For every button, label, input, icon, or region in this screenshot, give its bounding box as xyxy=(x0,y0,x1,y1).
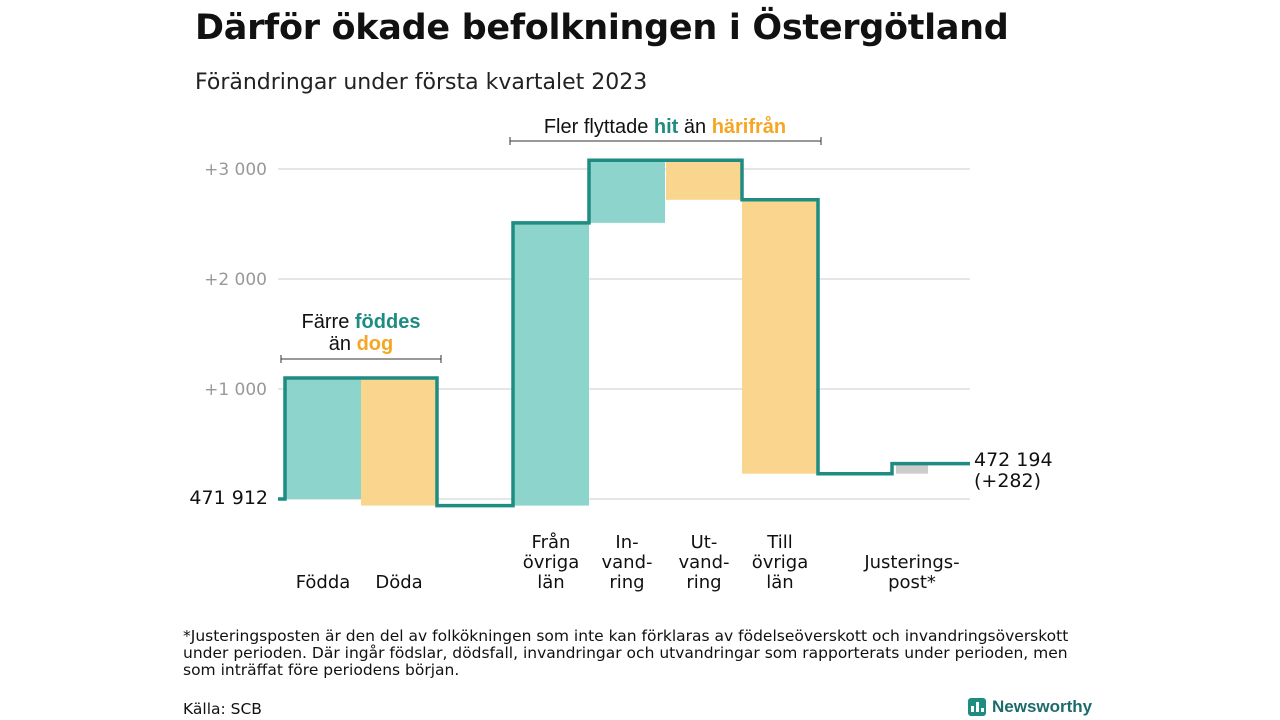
y-tick-label-1: +2 000 xyxy=(204,270,267,290)
bar-1 xyxy=(361,378,437,506)
x-tick-label-4-0: Ut- xyxy=(691,532,718,553)
annotation-births-line2: än dog xyxy=(329,333,393,355)
chart-title: Därför ökade befolkningen i Östergötland xyxy=(195,8,1009,48)
x-tick-label-0-0: Födda xyxy=(296,572,351,593)
y-tick-label-0: +1 000 xyxy=(204,380,267,400)
bar-6 xyxy=(896,463,928,474)
annotation-hit-highlight: hit xyxy=(654,116,679,138)
brand-logo: Newsworthy xyxy=(968,697,1092,717)
bar-5 xyxy=(742,199,818,474)
x-tick-label-1-0: Döda xyxy=(375,572,422,593)
end-value-label-line2: (+282) xyxy=(974,470,1041,492)
end-value-label-line1: 472 194 xyxy=(974,449,1053,471)
footnote: *Justeringsposten är den del av folkökni… xyxy=(183,627,1069,679)
x-tick-label-4-1: vand- xyxy=(678,552,729,573)
bar-4 xyxy=(666,160,742,200)
cumulative-step-line xyxy=(278,158,970,508)
chart-subtitle: Förändringar under första kvartalet 2023 xyxy=(195,70,648,95)
annotation-dog-highlight: dog xyxy=(357,333,394,355)
x-tick-label-3-2: ring xyxy=(609,572,644,593)
x-tick-label-2-2: län xyxy=(537,572,564,593)
x-tick-label-2-0: Från xyxy=(532,532,571,553)
annotation-migration: Fler flyttade hit än härifrån xyxy=(509,115,822,145)
step-line xyxy=(278,158,970,508)
annotation-harifran-highlight: härifrån xyxy=(712,115,786,138)
x-tick-label-5-2: län xyxy=(766,572,793,593)
x-tick-label-6-1: post* xyxy=(888,572,936,593)
x-tick-label-5-1: övriga xyxy=(752,552,809,573)
bar-chart-icon xyxy=(968,698,986,716)
x-tick-labels: Födda DödaFrånövrigalänIn-vand-ringUt-van… xyxy=(296,532,960,593)
y-tick-label-2: +3 000 xyxy=(204,160,267,180)
brand-name: Newsworthy xyxy=(992,697,1093,716)
x-tick-label-6-0: Justerings- xyxy=(863,552,959,573)
bar-0 xyxy=(285,378,361,499)
source-label: Källa: SCB xyxy=(183,700,262,718)
x-tick-label-4-2: ring xyxy=(686,572,721,593)
annotation-births-deaths: Färre föddes än dog xyxy=(280,311,442,363)
x-tick-label-2-1: övriga xyxy=(523,552,580,573)
annotation-migration-text: Fler flyttade hit än härifrån xyxy=(544,115,786,138)
annotation-births-line1: Färre föddes xyxy=(302,311,421,333)
annotation-fodda-highlight: föddes xyxy=(355,311,421,333)
bar-2 xyxy=(513,222,589,506)
x-tick-label-3-1: vand- xyxy=(601,552,652,573)
x-tick-label-3-0: In- xyxy=(615,532,638,553)
y-tick-labels: +1 000 +2 000 +3 000 xyxy=(204,160,267,400)
start-value-label: 471 912 xyxy=(189,487,268,509)
bars xyxy=(285,160,928,506)
bar-3 xyxy=(589,160,665,223)
x-tick-label-5-0: Till xyxy=(766,532,792,553)
